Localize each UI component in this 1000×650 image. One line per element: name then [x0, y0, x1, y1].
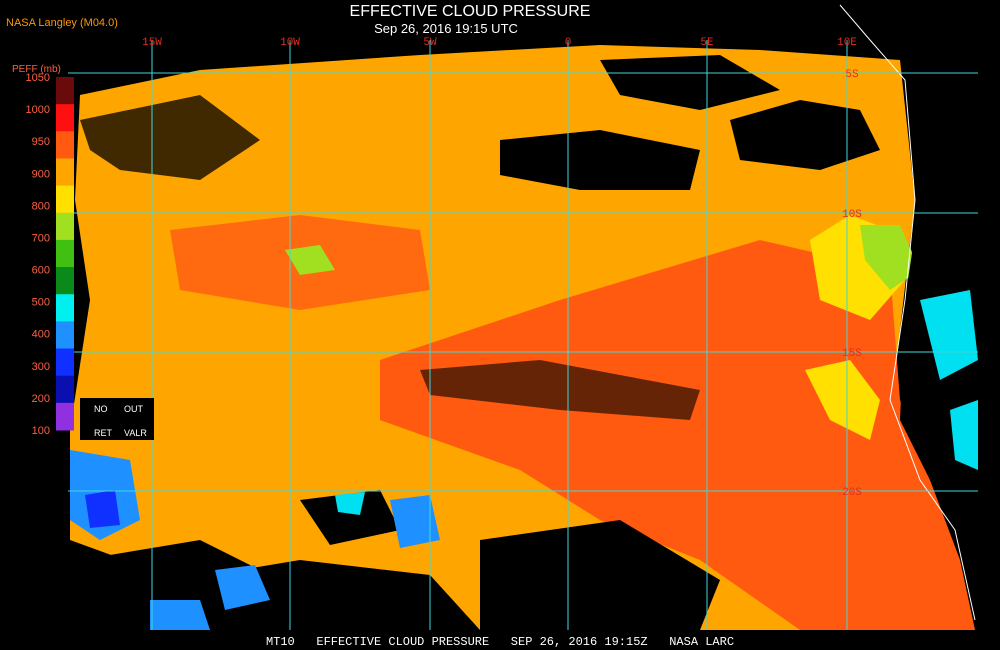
cloud-high — [335, 492, 365, 515]
colorbar-tick-label: 300 — [32, 361, 50, 373]
cloud-high — [150, 600, 210, 630]
longitude-label: 10E — [837, 37, 857, 49]
no-data-label: VALR — [124, 428, 147, 438]
cloud-high — [950, 400, 978, 470]
cloud-high — [390, 495, 440, 548]
footer-bar — [0, 630, 1000, 650]
cloud-high — [215, 565, 270, 610]
title: EFFECTIVE CLOUD PRESSURE — [350, 3, 591, 20]
subtitle: Sep 26, 2016 19:15 UTC — [374, 21, 518, 36]
map — [68, 4, 978, 630]
latitude-label: 20S — [842, 487, 862, 499]
longitude-label: 5W — [423, 37, 437, 49]
colorbar-band — [56, 104, 74, 132]
colorbar-tick-label: 400 — [32, 329, 50, 341]
colorbar-tick-label: 700 — [32, 232, 50, 244]
cloud-high — [920, 290, 978, 380]
colorbar-band — [56, 375, 74, 404]
cloud-mid-high — [860, 225, 920, 290]
no-data-label: RET — [94, 428, 113, 438]
cloud-very-high — [85, 490, 120, 528]
clear-sky — [500, 130, 700, 190]
clear-sky — [80, 95, 260, 180]
longitude-label: 10W — [280, 37, 300, 49]
latitude-label: 5S — [845, 69, 859, 81]
colorbar-band — [56, 294, 74, 322]
colorbar-tick-label: 950 — [32, 136, 50, 148]
longitude-label: 0 — [565, 37, 572, 49]
colorbar-tick-label: 200 — [32, 393, 50, 405]
clear-sky — [730, 100, 880, 170]
colorbar-band — [56, 131, 74, 159]
latitude-label: 15S — [842, 348, 862, 360]
no-data-box — [80, 398, 154, 440]
coastline — [839, 4, 976, 621]
cloud-mid-low — [380, 240, 975, 630]
clear-sky — [420, 360, 700, 420]
colorbar-tick-label: 500 — [32, 297, 50, 309]
colorbar-band — [56, 185, 74, 214]
graticule: 15W 10W 5W 0 5E 10E 5S 10S 15S 20S — [68, 37, 978, 630]
latitude-label: 10S — [842, 209, 862, 221]
colorbar-band — [56, 321, 74, 350]
colorbar-tick-label: 1050 — [26, 72, 50, 84]
longitude-label: 5E — [700, 37, 714, 49]
cloud-mid — [805, 360, 880, 440]
colorbar-tick-label: 100 — [32, 425, 50, 437]
colorbar-title: PEFF (mb) — [12, 64, 61, 75]
labels: EFFECTIVE CLOUD PRESSURE Sep 26, 2016 19… — [6, 3, 590, 75]
colorbar-band — [56, 348, 74, 377]
colorbar-band — [56, 212, 74, 241]
no-data-label: OUT — [124, 404, 144, 414]
longitude-label: 15W — [142, 37, 162, 49]
colorbar: 1050 1000 950 900 800 700 600 500 400 300 200 100 NO… — [26, 72, 154, 440]
clear-sky — [600, 55, 780, 110]
colorbar-band — [56, 239, 74, 268]
colorbar-band — [56, 267, 74, 295]
clear-sky — [300, 490, 400, 545]
colorbar-tick-label: 900 — [32, 168, 50, 180]
cloud-mid-high — [285, 245, 335, 275]
colorbar-tick-label: 1000 — [26, 104, 50, 116]
no-data-label: NO — [94, 404, 108, 414]
footer-caption: MT10 EFFECTIVE CLOUD PRESSURE SEP 26, 20… — [266, 635, 734, 649]
colorbar-band — [56, 158, 74, 187]
colorbar-band — [56, 77, 74, 105]
colorbar-band — [56, 402, 74, 431]
clear-sky — [480, 520, 720, 630]
colorbar-tick-label: 800 — [32, 200, 50, 212]
colorbar-tick-label: 600 — [32, 265, 50, 277]
source: NASA Langley (M04.0) — [6, 17, 118, 29]
